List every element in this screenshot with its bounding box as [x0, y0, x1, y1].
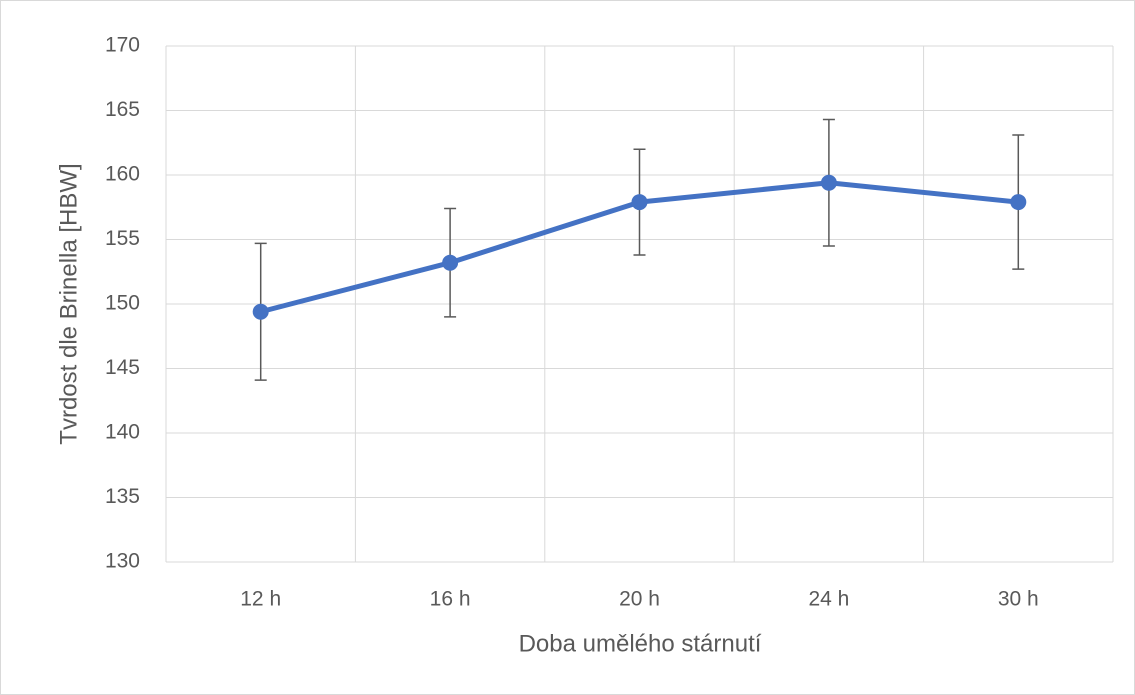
- x-tick-label: 12 h: [240, 588, 281, 611]
- x-tick-label: 30 h: [998, 588, 1039, 611]
- x-axis-title: Doba umělého stárnutí: [519, 630, 762, 657]
- marker: [631, 194, 648, 211]
- x-tick-label: 20 h: [619, 588, 660, 611]
- x-tick-label: 16 h: [430, 588, 471, 611]
- marker: [820, 174, 837, 191]
- marker: [1010, 194, 1027, 211]
- x-tick-label: 24 h: [808, 588, 849, 611]
- y-tick-label: 160: [105, 163, 140, 186]
- y-tick-label: 130: [105, 550, 140, 573]
- y-axis-title: Tvrdost dle Brinella [HBW]: [55, 163, 82, 444]
- y-tick-label: 140: [105, 421, 140, 444]
- marker: [252, 303, 269, 320]
- y-tick-label: 155: [105, 227, 140, 250]
- y-tick-label: 150: [105, 292, 140, 315]
- y-tick-label: 135: [105, 485, 140, 508]
- y-tick-label: 145: [105, 356, 140, 379]
- y-tick-label: 170: [105, 34, 140, 57]
- marker: [442, 254, 459, 271]
- y-tick-label: 165: [105, 98, 140, 121]
